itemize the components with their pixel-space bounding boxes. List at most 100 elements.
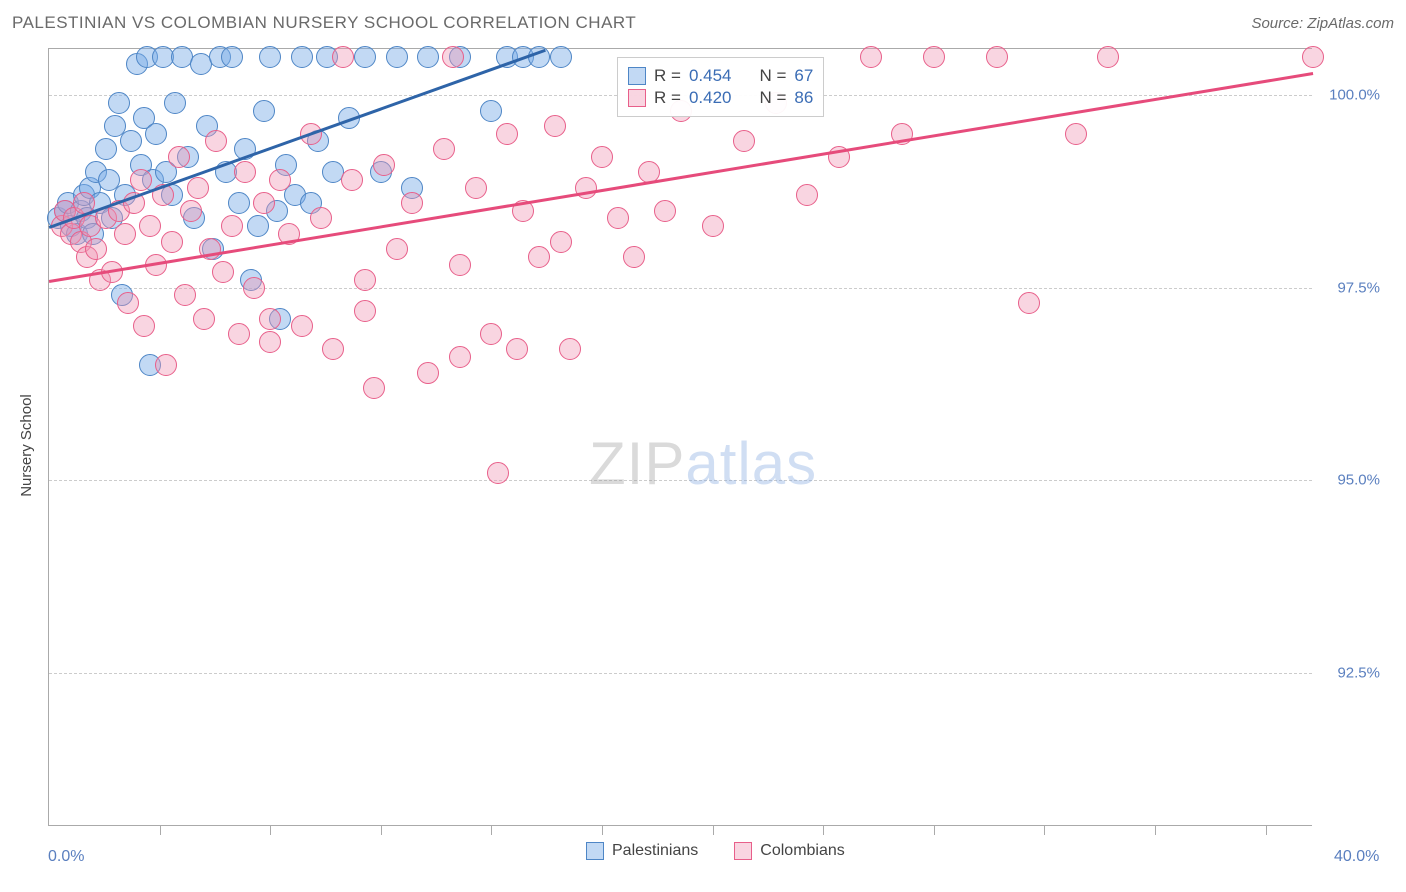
scatter-point bbox=[193, 308, 215, 330]
scatter-point bbox=[145, 123, 167, 145]
scatter-point bbox=[221, 46, 243, 68]
scatter-point bbox=[234, 161, 256, 183]
scatter-point bbox=[550, 46, 572, 68]
scatter-point bbox=[386, 238, 408, 260]
scatter-point bbox=[986, 46, 1008, 68]
scatter-point bbox=[550, 231, 572, 253]
scatter-point bbox=[259, 46, 281, 68]
y-tick-label: 95.0% bbox=[1337, 472, 1380, 489]
chart-title: PALESTINIAN VS COLOMBIAN NURSERY SCHOOL … bbox=[12, 13, 636, 33]
scatter-point bbox=[860, 46, 882, 68]
stats-n-value: 86 bbox=[794, 88, 813, 108]
scatter-point bbox=[85, 238, 107, 260]
scatter-point bbox=[228, 323, 250, 345]
scatter-point bbox=[332, 46, 354, 68]
scatter-point bbox=[259, 331, 281, 353]
stats-swatch bbox=[628, 89, 646, 107]
scatter-point bbox=[528, 46, 550, 68]
scatter-point bbox=[228, 192, 250, 214]
x-tick bbox=[1155, 825, 1156, 835]
scatter-point bbox=[386, 46, 408, 68]
scatter-point bbox=[291, 46, 313, 68]
stats-n-label: N = bbox=[759, 66, 786, 86]
x-tick bbox=[160, 825, 161, 835]
x-tick bbox=[713, 825, 714, 835]
scatter-point bbox=[133, 315, 155, 337]
scatter-point bbox=[114, 223, 136, 245]
scatter-point bbox=[259, 308, 281, 330]
scatter-point bbox=[108, 92, 130, 114]
scatter-point bbox=[623, 246, 645, 268]
scatter-point bbox=[117, 292, 139, 314]
legend-label: Colombians bbox=[760, 842, 844, 860]
scatter-point bbox=[401, 192, 423, 214]
scatter-point bbox=[291, 315, 313, 337]
scatter-point bbox=[1097, 46, 1119, 68]
stats-swatch bbox=[628, 67, 646, 85]
scatter-point bbox=[544, 115, 566, 137]
scatter-point bbox=[654, 200, 676, 222]
x-tick bbox=[491, 825, 492, 835]
scatter-point bbox=[310, 207, 332, 229]
scatter-point bbox=[187, 177, 209, 199]
x-tick bbox=[270, 825, 271, 835]
stats-row: R = 0.420N = 86 bbox=[628, 88, 813, 108]
scatter-point bbox=[591, 146, 613, 168]
scatter-point bbox=[363, 377, 385, 399]
scatter-point bbox=[269, 169, 291, 191]
scatter-point bbox=[354, 46, 376, 68]
scatter-point bbox=[168, 146, 190, 168]
y-tick-label: 100.0% bbox=[1329, 87, 1380, 104]
gridline bbox=[49, 673, 1312, 674]
gridline bbox=[49, 288, 1312, 289]
legend-swatch bbox=[734, 842, 752, 860]
stats-r-label: R = bbox=[654, 66, 681, 86]
scatter-point bbox=[796, 184, 818, 206]
scatter-point bbox=[733, 130, 755, 152]
stats-r-value: 0.420 bbox=[689, 88, 732, 108]
scatter-point bbox=[702, 215, 724, 237]
scatter-point bbox=[341, 169, 363, 191]
plot-area: 100.0%97.5%95.0%92.5%ZIPatlasR = 0.454N … bbox=[48, 48, 1312, 826]
scatter-point bbox=[417, 46, 439, 68]
x-tick bbox=[1044, 825, 1045, 835]
chart-source: Source: ZipAtlas.com bbox=[1251, 15, 1394, 32]
scatter-point bbox=[212, 261, 234, 283]
y-axis-label: Nursery School bbox=[18, 394, 35, 497]
scatter-point bbox=[243, 277, 265, 299]
scatter-point bbox=[322, 338, 344, 360]
scatter-point bbox=[95, 138, 117, 160]
scatter-point bbox=[155, 354, 177, 376]
scatter-point bbox=[607, 207, 629, 229]
scatter-point bbox=[417, 362, 439, 384]
chart-container: PALESTINIAN VS COLOMBIAN NURSERY SCHOOL … bbox=[0, 0, 1406, 892]
x-tick bbox=[1266, 825, 1267, 835]
scatter-point bbox=[164, 92, 186, 114]
legend-label: Palestinians bbox=[612, 842, 698, 860]
scatter-point bbox=[354, 269, 376, 291]
scatter-point bbox=[373, 154, 395, 176]
scatter-point bbox=[449, 346, 471, 368]
y-tick-label: 97.5% bbox=[1337, 279, 1380, 296]
stats-r-value: 0.454 bbox=[689, 66, 732, 86]
stats-n-label: N = bbox=[759, 88, 786, 108]
stats-row: R = 0.454 N = 67 bbox=[628, 66, 813, 86]
legend-swatch bbox=[586, 842, 604, 860]
stats-box: R = 0.454 N = 67R = 0.420 N = 86 bbox=[617, 57, 824, 117]
scatter-point bbox=[496, 123, 518, 145]
scatter-point bbox=[253, 192, 275, 214]
scatter-point bbox=[354, 300, 376, 322]
scatter-point bbox=[923, 46, 945, 68]
scatter-point bbox=[1018, 292, 1040, 314]
y-tick-label: 92.5% bbox=[1337, 664, 1380, 681]
x-tick bbox=[381, 825, 382, 835]
gridline bbox=[49, 480, 1312, 481]
scatter-point bbox=[559, 338, 581, 360]
stats-n-value: 67 bbox=[794, 66, 813, 86]
scatter-point bbox=[247, 215, 269, 237]
chart-header: PALESTINIAN VS COLOMBIAN NURSERY SCHOOL … bbox=[0, 0, 1406, 46]
scatter-point bbox=[174, 284, 196, 306]
x-tick bbox=[934, 825, 935, 835]
scatter-point bbox=[465, 177, 487, 199]
scatter-point bbox=[449, 254, 471, 276]
